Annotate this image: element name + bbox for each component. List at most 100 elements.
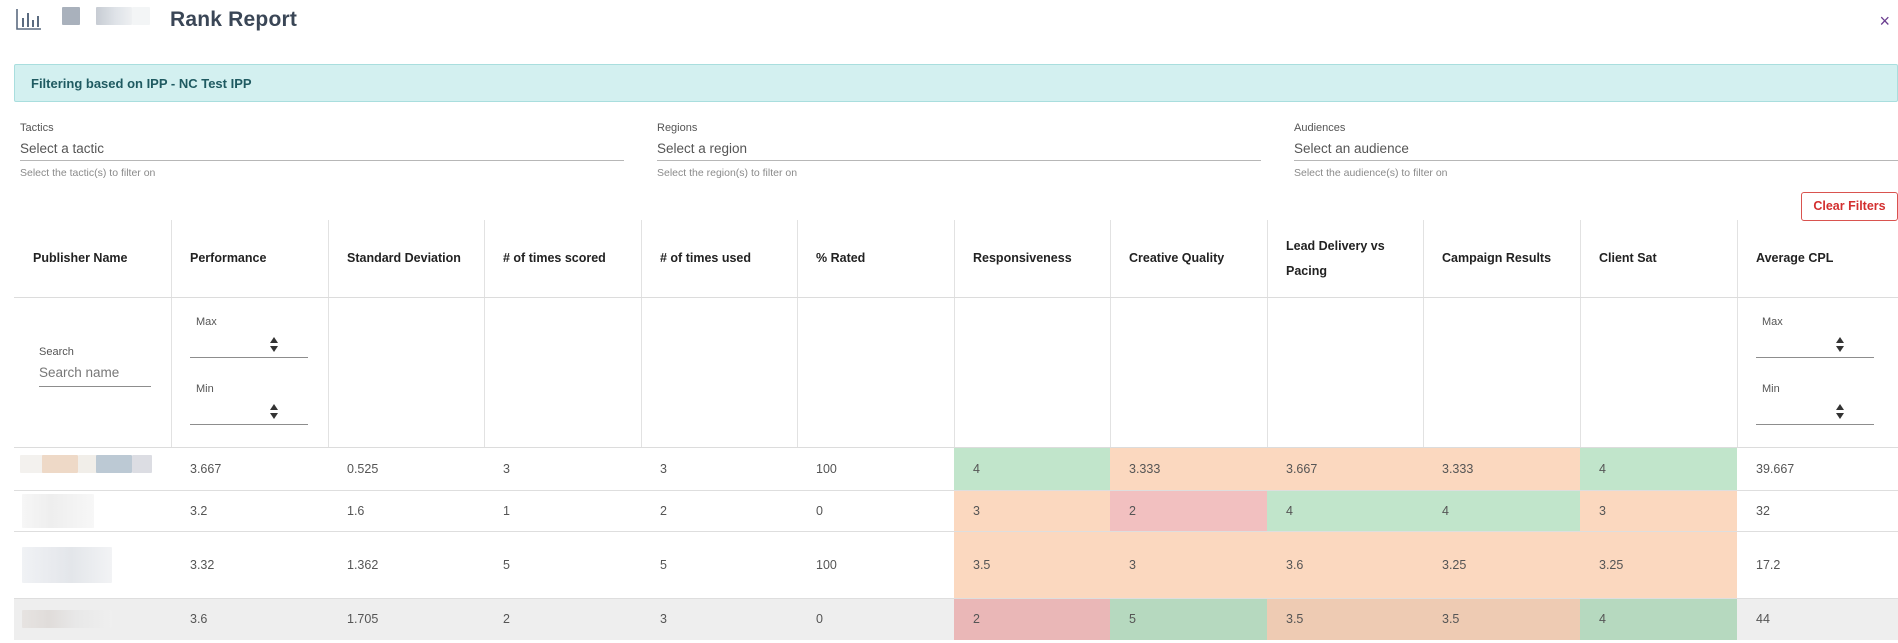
spinner-arrows-icon[interactable]	[270, 336, 278, 354]
percent-rated-cell: 100	[816, 461, 837, 476]
audiences-select[interactable]: Select an audience	[1294, 139, 1898, 161]
performance-cell: 3.667	[190, 461, 222, 476]
performance-min-input[interactable]	[190, 401, 308, 425]
blurred-logo	[62, 7, 80, 25]
performance-cell: 3.2	[190, 503, 208, 518]
client-sat-cell: 3	[1580, 490, 1737, 531]
times-scored-cell: 2	[503, 612, 510, 626]
responsiveness-cell: 3	[954, 490, 1110, 531]
times-used-cell: 2	[660, 503, 667, 518]
header-bottom-divider	[14, 447, 1898, 448]
creative-quality-cell: 3.333	[1110, 447, 1267, 490]
col-header-average-cpl[interactable]: Average CPL	[1756, 251, 1834, 265]
column-divider	[1267, 220, 1268, 447]
page-title: Rank Report	[170, 8, 298, 31]
responsiveness-cell: 3.5	[954, 531, 1110, 598]
times-used-cell: 5	[660, 557, 667, 572]
lead-delivery-cell: 4	[1267, 490, 1423, 531]
col-header-standard-deviation[interactable]: Standard Deviation	[347, 251, 461, 265]
lead-delivery-cell: 3.667	[1267, 447, 1423, 490]
times-used-cell: 3	[660, 612, 667, 626]
client-sat-cell: 3.25	[1580, 531, 1737, 598]
times-used-cell: 3	[660, 461, 667, 476]
average-cpl-cell: 32	[1756, 503, 1770, 518]
std-dev-cell: 1.705	[347, 612, 379, 626]
col-header-campaign-results[interactable]: Campaign Results	[1442, 251, 1552, 265]
std-dev-cell: 1.362	[347, 557, 379, 572]
column-divider	[641, 220, 642, 447]
blurred-logo-text-tail	[132, 7, 150, 25]
column-divider	[1737, 220, 1738, 447]
responsiveness-cell: 4	[954, 447, 1110, 490]
creative-quality-cell: 2	[1110, 490, 1267, 531]
regions-select[interactable]: Select a region	[657, 139, 1261, 161]
col-header-publisher-name[interactable]: Publisher Name	[33, 251, 128, 265]
tactics-filter[interactable]: Tactics Select a tactic Select the tacti…	[20, 122, 624, 182]
blurred-publisher-name	[42, 455, 78, 473]
column-divider	[328, 220, 329, 447]
col-header-performance[interactable]: Performance	[190, 251, 267, 265]
cpl-max-label: Max	[1762, 316, 1783, 328]
blurred-publisher-name	[132, 455, 152, 473]
table-row: 3.6 1.705 2 3 0 2 5 3.5 3.5 4 44	[14, 598, 1898, 640]
blurred-publisher-name	[22, 547, 112, 583]
tactics-label: Tactics	[20, 122, 54, 134]
search-label: Search	[39, 346, 74, 358]
percent-rated-cell: 0	[816, 503, 823, 518]
col-header-responsiveness[interactable]: Responsiveness	[973, 251, 1072, 265]
row-divider	[14, 598, 1898, 599]
client-sat-cell: 4	[1580, 447, 1737, 490]
column-divider	[1110, 220, 1111, 447]
performance-max-label: Max	[196, 316, 217, 328]
cpl-min-input[interactable]	[1756, 401, 1874, 425]
audiences-filter[interactable]: Audiences Select an audience Select the …	[1294, 122, 1898, 182]
campaign-results-cell: 3.333	[1423, 447, 1580, 490]
column-divider	[1580, 220, 1581, 447]
cpl-max-input[interactable]	[1756, 334, 1874, 358]
times-scored-cell: 3	[503, 461, 510, 476]
column-divider	[797, 220, 798, 447]
performance-cell: 3.32	[190, 557, 215, 572]
row-divider	[14, 531, 1898, 532]
col-header-lead-delivery[interactable]: Lead Delivery vs Pacing	[1286, 238, 1385, 278]
campaign-results-cell: 4	[1423, 490, 1580, 531]
column-divider	[171, 220, 172, 447]
std-dev-cell: 0.525	[347, 461, 379, 476]
col-header-times-scored[interactable]: # of times scored	[503, 251, 606, 265]
blurred-publisher-name	[78, 455, 98, 473]
cpl-min-label: Min	[1762, 383, 1780, 395]
spinner-arrows-icon[interactable]	[1836, 336, 1844, 354]
clear-filters-button[interactable]: Clear Filters	[1801, 192, 1898, 221]
regions-label: Regions	[657, 122, 698, 134]
col-header-percent-rated[interactable]: % Rated	[816, 251, 866, 265]
col-header-creative-quality[interactable]: Creative Quality	[1129, 251, 1225, 265]
std-dev-cell: 1.6	[347, 503, 365, 518]
performance-cell: 3.6	[190, 612, 208, 626]
blurred-publisher-name	[22, 610, 112, 628]
regions-filter[interactable]: Regions Select a region Select the regio…	[657, 122, 1261, 182]
creative-quality-cell: 5	[1110, 598, 1267, 640]
average-cpl-cell: 39.667	[1756, 461, 1795, 476]
col-header-times-used[interactable]: # of times used	[660, 251, 751, 265]
blurred-publisher-name	[22, 494, 94, 528]
column-divider	[484, 220, 485, 447]
col-header-client-sat[interactable]: Client Sat	[1599, 251, 1657, 265]
filter-banner-text: Filtering based on IPP - NC Test IPP	[31, 76, 252, 91]
blurred-publisher-name	[96, 455, 132, 473]
bar-chart-icon	[16, 9, 41, 30]
responsiveness-cell: 2	[954, 598, 1110, 640]
close-icon[interactable]: ×	[1879, 11, 1890, 31]
creative-quality-cell: 3	[1110, 531, 1267, 598]
audiences-hint: Select the audience(s) to filter on	[1294, 167, 1448, 179]
column-divider	[1423, 220, 1424, 447]
percent-rated-cell: 100	[816, 557, 837, 572]
spinner-arrows-icon[interactable]	[1836, 403, 1844, 421]
average-cpl-cell: 44	[1756, 612, 1770, 626]
tactics-select[interactable]: Select a tactic	[20, 139, 624, 161]
table-row: 3.667 0.525 3 3 100 4 3.333 3.667 3.333 …	[14, 447, 1898, 490]
tactics-hint: Select the tactic(s) to filter on	[20, 167, 156, 179]
performance-max-input[interactable]	[190, 334, 308, 358]
header-divider	[14, 297, 1898, 298]
spinner-arrows-icon[interactable]	[270, 403, 278, 421]
search-input[interactable]: Search name	[39, 365, 151, 387]
